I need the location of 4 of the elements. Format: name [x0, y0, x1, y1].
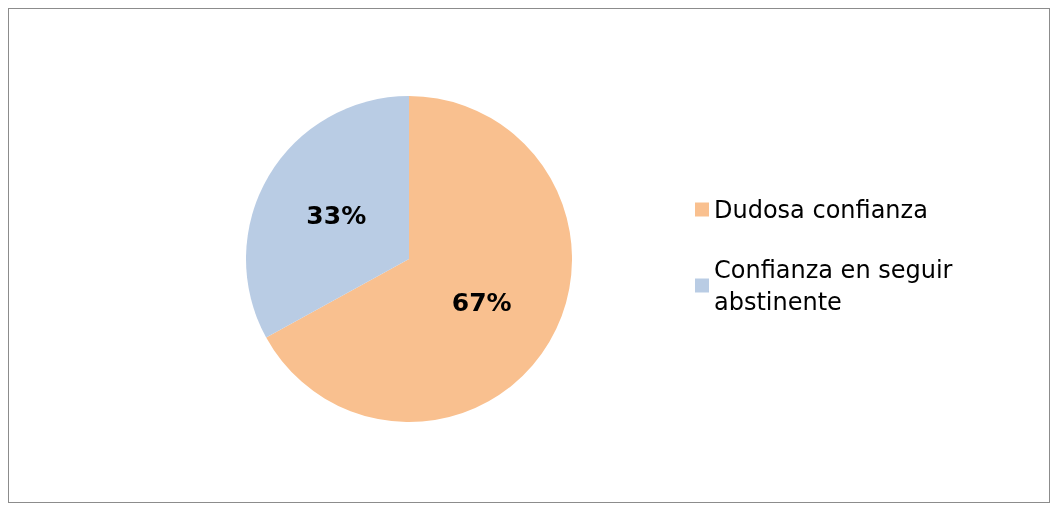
- data-label: 67%: [451, 287, 512, 317]
- data-label: 33%: [306, 201, 367, 231]
- legend-label: Confianza en seguir abstinente: [714, 255, 961, 316]
- legend-label: Dudosa confianza: [714, 195, 928, 224]
